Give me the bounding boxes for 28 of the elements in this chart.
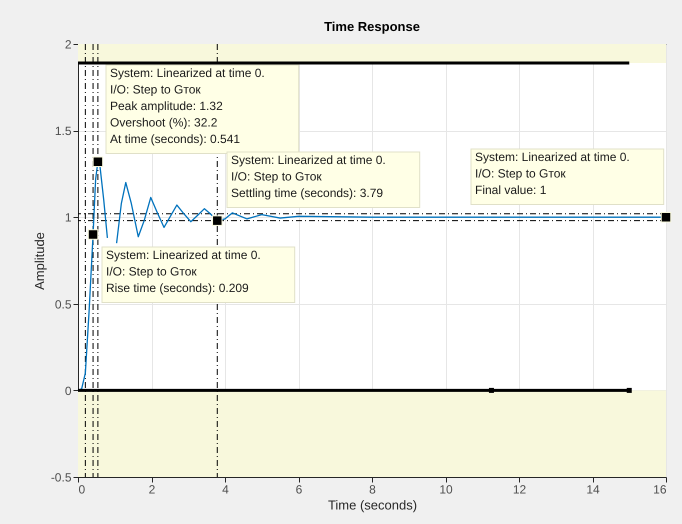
x-tick-label: 4 (222, 482, 230, 496)
point (88, 229, 98, 240)
y-tick-label: 1 (64, 210, 72, 225)
x-tick-label: 14 (586, 482, 600, 496)
x-tick-label: 2 (148, 482, 156, 496)
point (92, 156, 104, 168)
chart-title: Time Response (324, 19, 420, 34)
y-tick-label: 1.5 (54, 124, 72, 138)
x-tick-label: 8 (369, 482, 376, 496)
x-axis-title: Time (seconds) (328, 498, 418, 512)
x-tick-label: 6 (296, 482, 303, 496)
annotation: System: Linearized at time 0. I/O: Step to Gток Rise time (seconds): 0.209 (106, 248, 261, 295)
x-tick-label: 10 (439, 482, 453, 496)
x-tick-label: 16 (653, 482, 667, 496)
x-tick-label: 12 (512, 482, 526, 496)
y-tick-label: 0 (64, 384, 72, 398)
point (626, 388, 632, 393)
annotation: System: Linearized at time 0. I/O: Step to Gток Final value: 1 (475, 150, 630, 197)
annotation: System: Linearized at time 0. I/O: Step to Gток Settling time (seconds): 3.79 (231, 153, 386, 200)
y-tick-label: -0.5 (50, 470, 72, 484)
point (212, 215, 223, 226)
point (660, 212, 672, 222)
y-axis-title: Amplitude (32, 232, 47, 290)
y-tick-label: 0.5 (54, 297, 72, 312)
y-tick-label: 2 (64, 38, 72, 52)
point (488, 388, 494, 393)
annotation: System: Linearized at time 0. I/O: Step to Gток Peak amplitude: 1.32 Overshoot (%): 32.2 At time (seconds): 0.541 (110, 66, 265, 146)
x-tick-label: 0 (78, 482, 86, 496)
